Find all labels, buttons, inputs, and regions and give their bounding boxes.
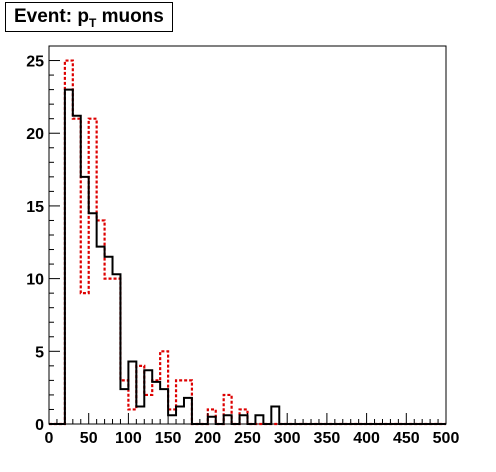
x-tick-label: 0 — [45, 430, 54, 447]
series-layer — [49, 59, 446, 426]
plot-frame — [48, 45, 447, 425]
chart-title: Event: pT muons — [5, 2, 173, 32]
title-main: Event: p — [14, 6, 89, 27]
x-tick-label: 300 — [274, 430, 301, 447]
x-tick-label: 250 — [234, 430, 261, 447]
title-rest: muons — [96, 6, 164, 27]
y-tick-label: 10 — [26, 272, 44, 289]
y-tick-label: 15 — [26, 199, 44, 216]
x-tick-label: 350 — [314, 430, 341, 447]
x-tick-label: 200 — [194, 430, 221, 447]
y-tick-label: 5 — [35, 344, 44, 361]
axis-layer: 0 50 100 150 200 250 300 350 400 450 500 0 5 10 15 20 25 — [26, 45, 460, 447]
x-tick-label: 150 — [155, 430, 182, 447]
series-solid-black-line — [49, 88, 446, 425]
x-tick-label: 50 — [80, 430, 98, 447]
series-dashed-red-line — [49, 59, 446, 426]
y-tick-label: 25 — [26, 54, 44, 71]
x-tick-label: 100 — [115, 430, 142, 447]
x-tick-label: 450 — [393, 430, 420, 447]
title-subscript: T — [88, 15, 97, 30]
x-tick-label: 400 — [353, 430, 380, 447]
y-tick-label: 0 — [35, 417, 44, 434]
y-tick-label: 20 — [26, 126, 44, 143]
x-tick-label: 500 — [433, 430, 460, 447]
